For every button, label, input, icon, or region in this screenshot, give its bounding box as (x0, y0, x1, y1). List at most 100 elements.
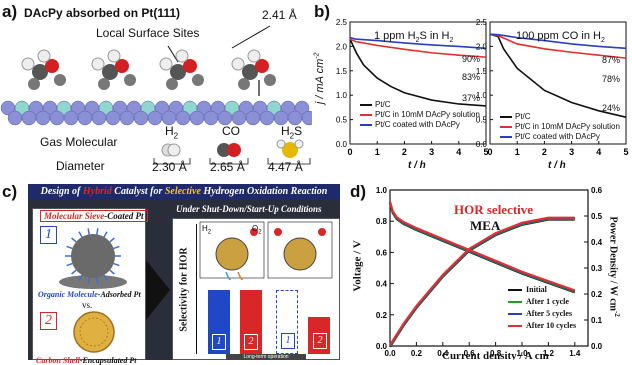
ligand-spike (109, 237, 115, 243)
legend-item: Pt/C (360, 100, 480, 110)
diameter-brackets (153, 158, 311, 165)
left-title: Molecular Sieve-Coated Pt (40, 210, 148, 222)
x-tick-label: 3 (569, 147, 574, 157)
gas-h2-label: H2 (202, 224, 212, 236)
h2s-hydrogen-icon (276, 139, 286, 149)
ligand-spike (66, 262, 73, 267)
chart-b: 0 1 2 3 4 50.00.51.01.52.02.5 0 1 2 3 4 50.00.51.0… (336, 18, 629, 157)
carbon-atom (238, 78, 250, 90)
o2-molecule-icon-2 (274, 228, 282, 236)
carbon-atom (124, 74, 136, 86)
x-tick-label: 0.2 (411, 349, 423, 358)
series-line (489, 33, 627, 118)
ligand-spike (71, 269, 77, 275)
plot-frame-2 (489, 21, 627, 145)
y-tick-label: 2.5 (336, 18, 348, 27)
y-tick-label: 0.5 (336, 116, 348, 125)
site-pointer-line (231, 25, 271, 49)
y-right-tick-label: 0.3 (591, 264, 603, 273)
bar-label: 2 (244, 334, 258, 350)
ligand-spike (71, 237, 77, 243)
y-tick-label: 0.8 (376, 217, 388, 226)
pt-nanoparticle-icon (71, 234, 115, 278)
long-term-footer: Long-term operation (226, 354, 306, 360)
bracket-h2 (153, 158, 191, 165)
b1-legend: Pt/C Pt/C in 10mM DAcPy solution Pt/C co… (360, 100, 480, 130)
y-tick-label: 1.5 (476, 67, 488, 76)
item2-caption: Carbon Shell-Encapsulated Pt (36, 356, 137, 365)
x-tick-label: 1.0 (516, 349, 528, 358)
d-subtitle: MEA (470, 218, 501, 233)
hybrid-particle-icon (215, 237, 249, 271)
panel-a-label: a) (2, 2, 18, 21)
panel-b-label: b) (314, 2, 331, 21)
y-right-tick-label: 0.0 (591, 342, 603, 351)
legend-item: After 5 cycles (508, 308, 576, 320)
hydrogen-atom (231, 57, 245, 71)
panel-c: c) Design of Hybrid Catalyst for Selecti… (0, 180, 346, 365)
x-tick-label: 4 (456, 147, 461, 157)
legend-item: Pt/C coated with DAcPy (500, 132, 620, 142)
panel-d-label: d) (350, 182, 367, 201)
series-line (349, 38, 487, 58)
x-tick-label: 0.0 (384, 349, 396, 358)
x-tick-label: 5 (483, 147, 488, 157)
o2-flow-arrow (237, 271, 244, 280)
pt-surface (0, 100, 312, 126)
molecule-h2s-label: H2S (281, 124, 303, 141)
item1-caption: Organic Molecule-Adsorbed Pt (38, 290, 141, 299)
x-tick-label: 4 (596, 147, 601, 157)
h2s-sulfur-icon (282, 142, 298, 158)
b1-annotation-2: 83% (462, 72, 481, 82)
y-tick-label: 0.5 (476, 116, 488, 125)
selectivity-bar: 2 (308, 317, 330, 354)
ligand-spike (78, 274, 83, 281)
b1-title: 1 ppm H2S in H2 (374, 30, 454, 45)
legend-item: Pt/C in 10mM DAcPy solution (500, 122, 620, 132)
d-headline: HOR selective (454, 202, 534, 217)
h2-flow-arrow (225, 271, 232, 280)
y-tick-label: 0.4 (376, 280, 388, 289)
gas-o2-label: O2 (252, 224, 262, 236)
x-tick-label: 0.8 (490, 349, 502, 358)
molecule-co-label: CO (222, 124, 240, 138)
hydrogen-atom (21, 57, 35, 71)
dacpy-molecule (91, 49, 136, 90)
b2-title: 100 ppm CO in H2 (516, 30, 605, 45)
carbon-atom (166, 78, 178, 90)
legend-item: After 10 cycles (508, 320, 576, 332)
pt-atom (119, 110, 135, 126)
bar-label: 1 (281, 333, 295, 349)
carbon-atom (264, 74, 276, 86)
ligand-spike (113, 262, 120, 267)
b2-annotation-3: 24% (602, 103, 621, 113)
o2-molecule-icon (250, 228, 258, 236)
b2-legend: Pt/C Pt/C in 10mM DAcPy solution Pt/C co… (500, 112, 620, 142)
carbon-atom (170, 64, 186, 80)
d-ylabel-left: Voltage / V (351, 240, 364, 292)
dacpy-molecule (159, 49, 204, 90)
y-tick-label: 0.0 (476, 140, 488, 149)
y-tick-label: 0.2 (376, 311, 388, 320)
distance-label: 2.41 Å (262, 8, 297, 22)
molecule-h2-label: H2 (165, 124, 179, 141)
pt-atom (21, 110, 37, 126)
ligand-spike (78, 231, 83, 238)
carbon-atom (32, 64, 48, 80)
pt-atom (105, 110, 121, 126)
b2-annotation-2: 78% (602, 74, 621, 84)
y-tick-label: 2.0 (336, 42, 348, 51)
selectivity-bar: 1 (276, 290, 298, 354)
b2-annotation-1: 87% (602, 55, 621, 65)
y-tick-label: 1.0 (376, 186, 388, 195)
hydrogen-atom (91, 57, 105, 71)
gas-row-label: Gas Molecular (40, 135, 118, 149)
x-tick-label: 0 (347, 147, 352, 157)
diameter-co: 2.65 Å (210, 160, 245, 174)
legend-item: Pt/C in 10mM DAcPy solution (360, 110, 480, 120)
vs-label: vs. (82, 300, 93, 310)
pt-atom (35, 110, 51, 126)
oxygen-atom (45, 59, 59, 73)
pt-atom (294, 100, 310, 116)
y-tick-label: 2.0 (476, 42, 488, 51)
